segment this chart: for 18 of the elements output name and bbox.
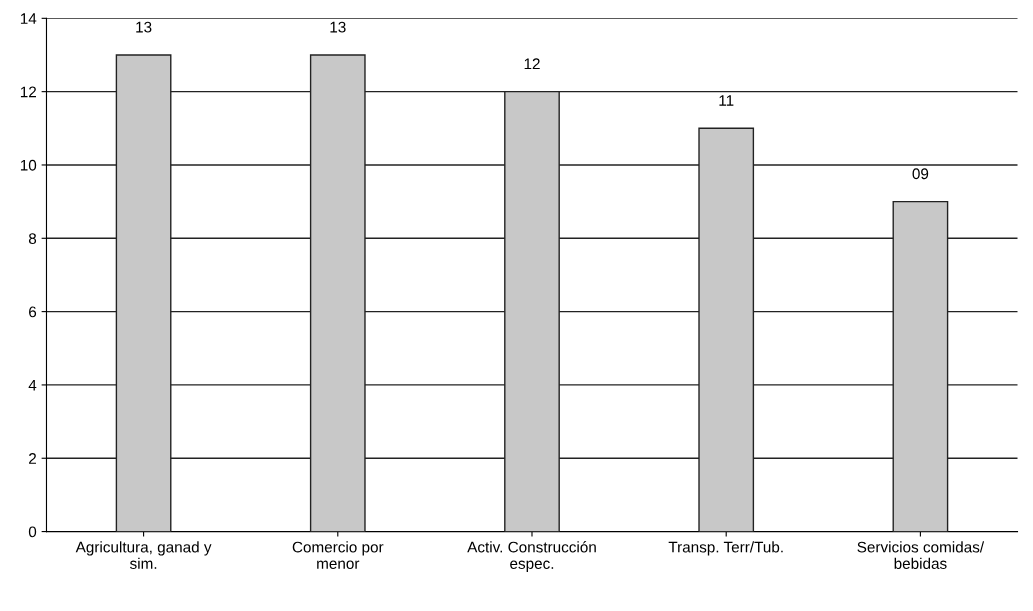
y-tick-label: 8	[28, 233, 37, 244]
data-label: 13	[330, 21, 346, 33]
y-tick-label: 10	[20, 159, 37, 171]
data-label: 12	[524, 58, 540, 70]
y-tick-label: 12	[20, 86, 36, 98]
y-tick-label: 0	[28, 526, 37, 538]
data-label: 09	[912, 168, 929, 180]
y-tick-label: 4	[28, 379, 37, 391]
x-tick-label: Comercio por menor	[292, 541, 384, 569]
y-tick-label: 6	[29, 306, 37, 318]
x-tick-label: Agricultura, ganad y sim.	[75, 541, 212, 569]
y-tick-label: 2	[29, 453, 36, 464]
x-tick-label: Transp. Terr/Tub.	[668, 541, 783, 556]
data-label: 11	[719, 95, 734, 106]
x-tick-label: Servicios comidas/ bebidas	[857, 541, 985, 569]
x-tick-label: Activ. Construcción espec.	[467, 541, 596, 572]
data-label: 13	[136, 21, 152, 33]
y-tick-label: 14	[20, 13, 37, 24]
